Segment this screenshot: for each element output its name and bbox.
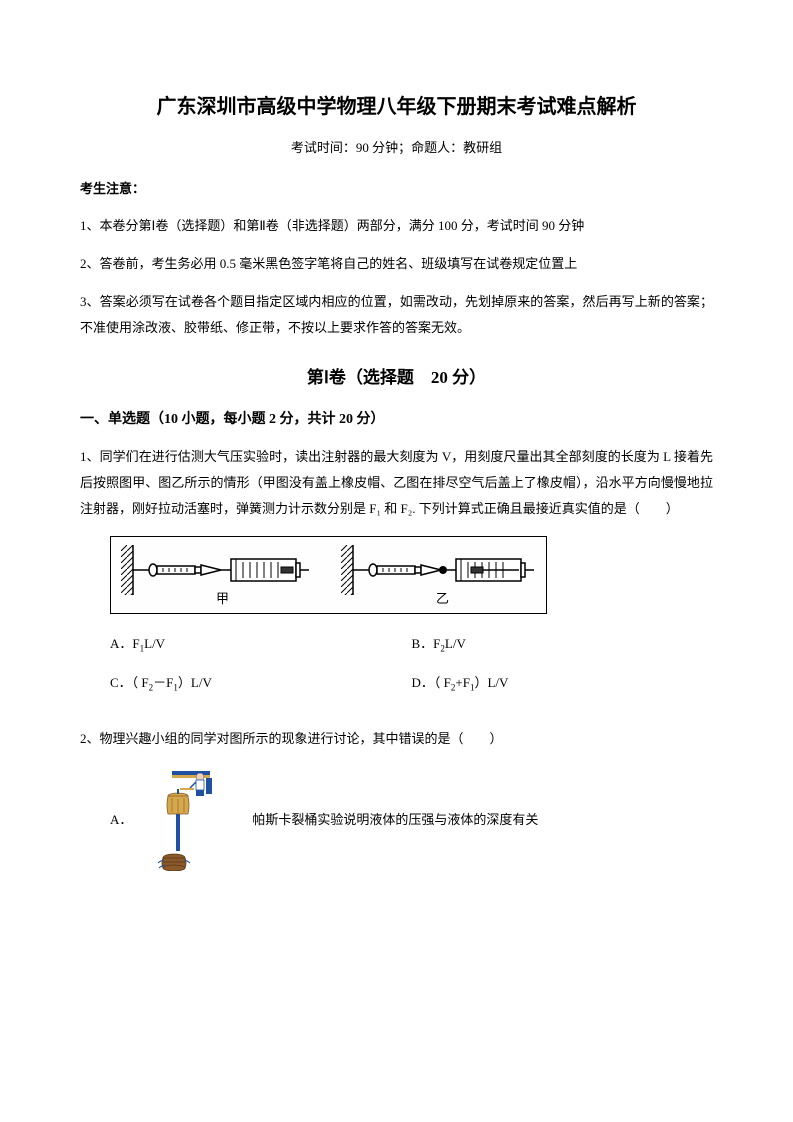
section-heading: 第Ⅰ卷（选择题 20 分） — [80, 363, 713, 388]
option-a-text: 帕斯卡裂桶实验说明液体的压强与液体的深度有关 — [252, 809, 538, 828]
fig-label-right: 乙 — [436, 591, 449, 605]
exam-subtitle: 考试时间：90 分钟；命题人：教研组 — [80, 137, 713, 156]
notice-item-3: 3、答案必须写在试卷各个题目指定区域内相应的位置，如需改动，先划掉原来的答案，然… — [80, 289, 713, 341]
fig-label-left: 甲 — [216, 591, 229, 605]
notice-item-2: 2、答卷前，考生务必用 0.5 毫米黑色签字笔将自己的姓名、班级填写在试卷规定位… — [80, 251, 713, 277]
notice-heading: 考生注意： — [80, 178, 713, 197]
notice-item-1: 1、本卷分第Ⅰ卷（选择题）和第Ⅱ卷（非选择题）两部分，满分 100 分，考试时间… — [80, 213, 713, 239]
option-d: D．（ F2+F1）L/V — [412, 671, 714, 696]
option-a-label: A． — [110, 809, 132, 828]
option-a: A．F1L/V — [110, 632, 412, 657]
subsection-heading: 一、单选题（10 小题，每小题 2 分，共计 20 分） — [80, 408, 713, 428]
question-1-options: A．F1L/V B．F2L/V C．（ F2－F1）L/V D．（ F2+F1）… — [110, 632, 713, 710]
syringe-diagram-left: 甲 — [121, 545, 311, 605]
exam-title: 广东深圳市高级中学物理八年级下册期末考试难点解析 — [80, 90, 713, 119]
option-c: C．（ F2－F1）L/V — [110, 671, 412, 696]
syringe-diagram-right: 乙 — [341, 545, 536, 605]
option-b: B．F2L/V — [412, 632, 714, 657]
question-1-figure: 甲 — [110, 536, 713, 614]
question-2-option-a: A． 帕斯卡裂桶实验说明液体的压强与液体的深度有关 — [110, 766, 713, 871]
pascal-barrel-icon — [152, 766, 232, 871]
question-1-text: 1、同学们在进行估测大气压实验时，读出注射器的最大刻度为 V，用刻度尺量出其全部… — [80, 444, 713, 522]
question-2-text: 2、物理兴趣小组的同学对图所示的现象进行讨论，其中错误的是（ ） — [80, 726, 713, 752]
